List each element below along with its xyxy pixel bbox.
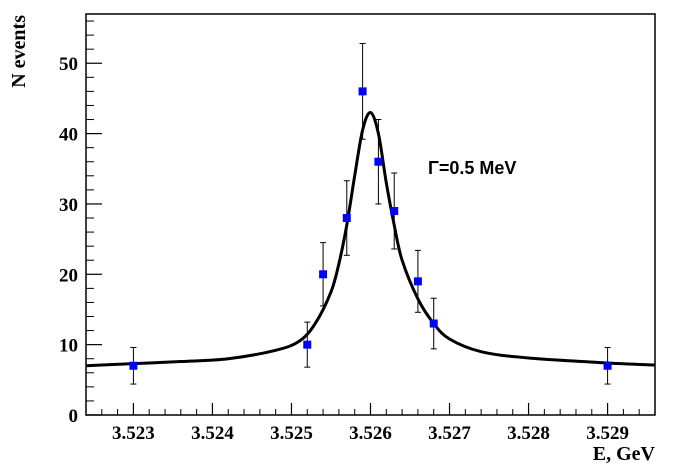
y-tick-label: 0: [69, 406, 79, 427]
x-axis-title: E, GeV: [593, 443, 656, 465]
data-points-layer: [129, 43, 612, 385]
plot-frame: [85, 13, 656, 416]
data-point: [342, 180, 351, 256]
data-marker: [603, 361, 612, 370]
data-marker: [374, 157, 383, 166]
x-tick-label: 3.529: [586, 423, 629, 444]
y-tick-label: 30: [59, 195, 78, 216]
data-point: [358, 43, 367, 140]
data-marker: [358, 87, 367, 96]
data-marker: [319, 270, 328, 279]
data-marker: [342, 214, 351, 223]
data-point: [303, 321, 312, 368]
x-tick-label: 3.524: [191, 423, 234, 444]
data-marker: [129, 361, 138, 370]
ticks-layer: 3.523 3.524 3.525 3.526 3.527 3.528 3.529 0 10 20…: [59, 20, 640, 444]
data-marker: [390, 206, 399, 215]
data-point: [413, 249, 422, 313]
data-point: [319, 242, 328, 307]
data-point: [374, 119, 383, 205]
x-tick-label: 3.527: [428, 423, 471, 444]
fit-curve: [85, 110, 656, 368]
data-marker: [413, 277, 422, 286]
x-tick-label: 3.528: [507, 423, 550, 444]
y-axis-title: N events: [8, 15, 30, 88]
y-tick-label: 20: [59, 265, 78, 286]
data-point: [129, 346, 138, 385]
x-tick-label: 3.526: [349, 423, 392, 444]
y-tick-label: 50: [59, 54, 78, 75]
data-marker: [303, 340, 312, 349]
data-point: [603, 346, 612, 385]
y-tick-label: 10: [59, 336, 78, 357]
data-point: [390, 172, 399, 250]
width-annotation: Γ=0.5 MeV: [428, 158, 516, 178]
x-tick-label: 3.525: [270, 423, 313, 444]
fit-layer: [85, 110, 656, 368]
y-tick-label: 40: [59, 125, 78, 146]
data-marker: [429, 319, 438, 328]
data-point: [429, 297, 438, 350]
x-tick-label: 3.523: [112, 423, 155, 444]
